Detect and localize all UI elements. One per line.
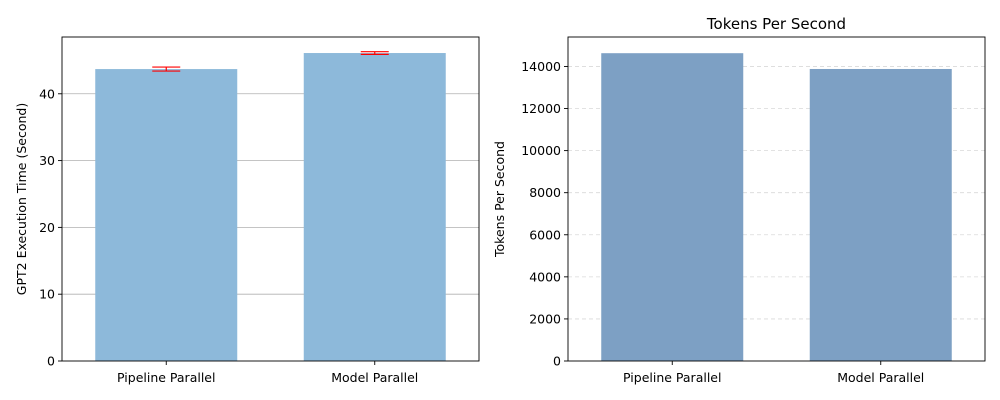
execution-time-chart: 0 10 20 30 40 Pipeline Parallel Model Parallel… <box>14 36 480 385</box>
x-tick-label: Model Parallel <box>331 370 418 385</box>
bar-pipeline-parallel <box>601 53 744 361</box>
y-tick-label: 0 <box>47 354 55 369</box>
y-tick-label: 30 <box>39 153 55 168</box>
plot-frame <box>567 36 986 362</box>
bar-model-parallel <box>809 68 952 361</box>
error-bar <box>152 66 181 72</box>
y-tick-label: 8000 <box>529 185 561 200</box>
plot-frame <box>61 36 480 362</box>
y-axis-label: Tokens Per Second <box>492 141 507 258</box>
y-tick-label: 20 <box>39 220 55 235</box>
y-tick-label: 40 <box>39 86 55 101</box>
bar-pipeline-parallel <box>95 69 238 361</box>
error-bar <box>360 51 389 55</box>
y-tick-label: 10 <box>39 287 55 302</box>
y-tick-label: 6000 <box>529 227 561 242</box>
x-tick-label: Model Parallel <box>837 370 924 385</box>
y-tick-label: 4000 <box>529 269 561 284</box>
x-tick-label: Pipeline Parallel <box>623 370 721 385</box>
y-tick-label: 12000 <box>521 101 561 116</box>
bar-model-parallel <box>303 53 446 361</box>
y-tick-label: 2000 <box>529 311 561 326</box>
y-axis-label: GPT2 Execution Time (Second) <box>14 103 29 295</box>
y-tick-label: 10000 <box>521 143 561 158</box>
chart-title: Tokens Per Second <box>706 15 846 33</box>
x-tick-label: Pipeline Parallel <box>117 370 215 385</box>
y-tick-label: 14000 <box>521 59 561 74</box>
tokens-per-second-chart: 0 2000 4000 6000 8000 10000 12000 14000 Pipeline… <box>492 15 986 385</box>
y-tick-label: 0 <box>553 354 561 369</box>
